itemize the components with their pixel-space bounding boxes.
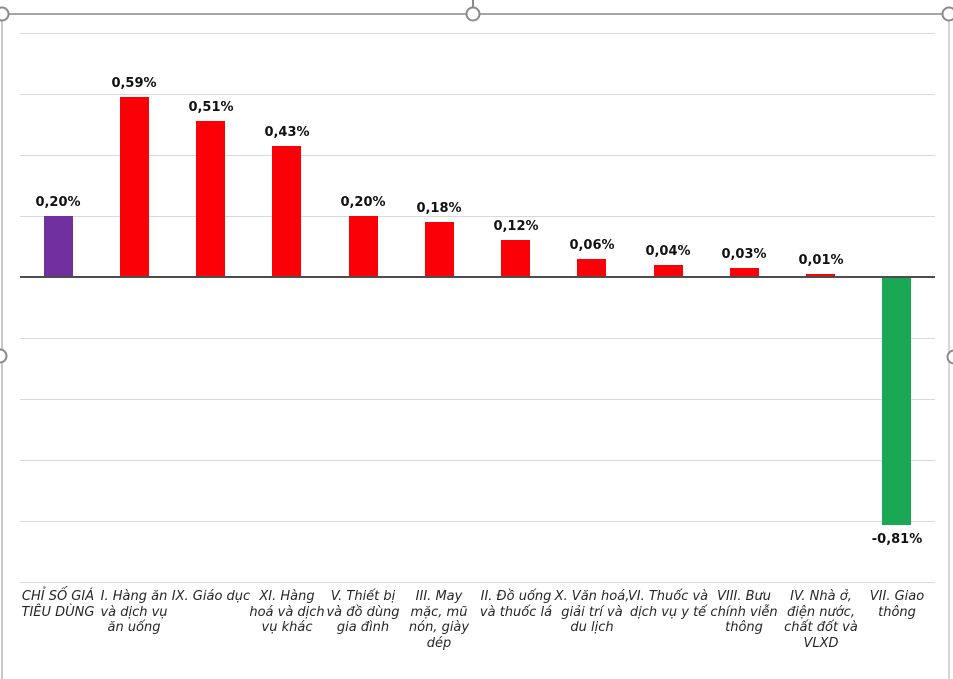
category-label: IX. Giáo dục [171,589,251,604]
selection-handle-stem [472,0,474,8]
value-label: 0,06% [569,238,615,253]
category-label: XI. Hàng hoá và dịch vụ khác [249,589,325,635]
gridline [20,582,935,583]
bar-7[interactable] [501,240,530,277]
gridline [20,216,935,217]
chart-selection-border-right [948,14,950,679]
value-label: 0,03% [721,247,767,262]
category-label: VI. Thuốc và dịch vụ y tế [627,589,709,620]
bar-12[interactable] [882,278,911,525]
value-label: -0,81% [871,532,923,547]
selection-handle-top-center[interactable] [465,6,481,22]
bar-9[interactable] [654,265,683,277]
value-label: 0,43% [264,125,310,140]
bar-5[interactable] [349,216,378,277]
selection-handle-top-left[interactable] [0,6,10,22]
value-label: 0,12% [493,219,539,234]
value-label: 0,18% [416,201,462,216]
value-label: 0,20% [340,195,386,210]
selection-handle-middle-left[interactable] [0,348,8,364]
category-label: VII. Giao thông [869,589,925,620]
bar-3[interactable] [196,121,225,277]
value-label: 0,20% [35,195,81,210]
gridline [20,33,935,34]
bar-1[interactable] [44,216,73,277]
bar-11[interactable] [806,274,835,277]
category-label: I. Hàng ăn và dịch vụ ăn uống [100,589,168,635]
value-label: 0,01% [798,253,844,268]
category-label: X. Văn hoá, giải trí và du lịch [554,589,630,635]
category-label: II. Đồ uống và thuốc lá [479,589,553,620]
gridline [20,460,935,461]
selection-handle-middle-right[interactable] [946,349,953,365]
selection-handle-top-right[interactable] [941,6,953,22]
category-label: III. May mặc, mũ nón, giày dép [408,589,470,651]
category-label: V. Thiết bị và đồ dùng gia đình [326,589,400,635]
value-label: 0,51% [188,100,234,115]
category-label: IV. Nhà ở, điện nước, chất đốt và VLXD [784,589,858,651]
bar-4[interactable] [272,146,301,277]
gridline [20,94,935,95]
value-label: 0,59% [111,76,157,91]
category-label: CHỈ SỐ GIÁ TIÊU DÙNG [21,589,95,620]
bar-8[interactable] [577,259,606,277]
bar-2[interactable] [120,97,149,277]
gridline [20,399,935,400]
bar-6[interactable] [425,222,454,277]
x-axis-line [20,276,935,278]
chart-selection-border-left [1,14,3,679]
gridline [20,521,935,522]
gridline [20,155,935,156]
category-label: VIII. Bưu chính viễn thông [710,589,778,635]
value-label: 0,04% [645,244,691,259]
bar-10[interactable] [730,268,759,277]
gridline [20,338,935,339]
